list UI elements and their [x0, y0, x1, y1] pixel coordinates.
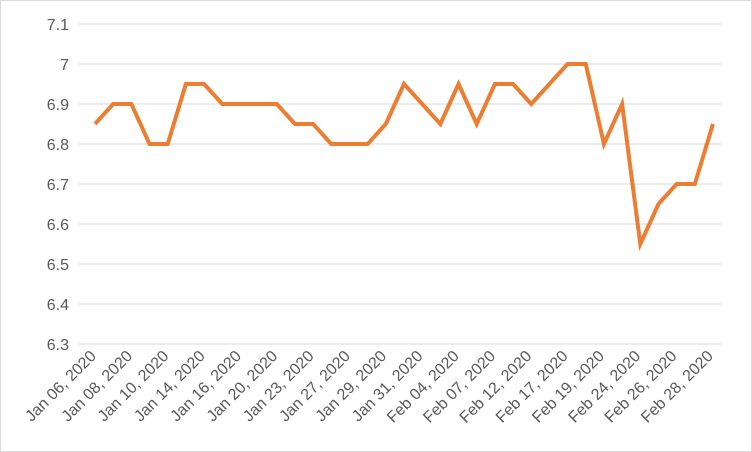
y-tick-label: 6.9	[47, 97, 69, 114]
gridlines	[79, 23, 721, 345]
y-tick-label: 7.1	[47, 17, 69, 34]
y-tick-label: 6.6	[47, 217, 69, 234]
y-tick-label: 6.7	[47, 177, 69, 194]
y-tick-label: 7	[60, 57, 69, 74]
y-tick-label: 6.8	[47, 137, 69, 154]
y-tick-label: 6.3	[47, 337, 69, 354]
series-line-0	[93, 62, 715, 252]
y-tick-label: 6.4	[47, 297, 69, 314]
y-axis-tick-labels: 6.3 6.4 6.5 6.6 6.7 6.8 6.9 7 7.1	[47, 17, 69, 354]
y-tick-label: 6.5	[47, 257, 69, 274]
series-layer	[93, 62, 715, 252]
